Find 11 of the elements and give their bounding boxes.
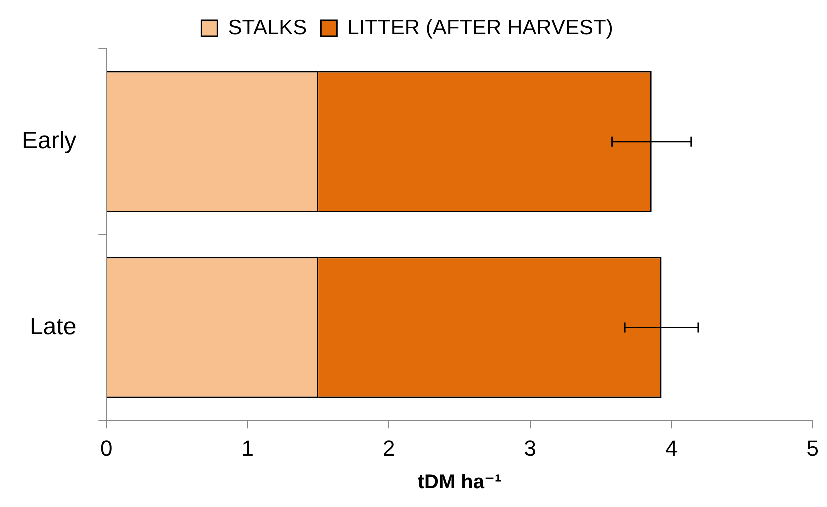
x-tick-label: 0 — [100, 436, 113, 461]
x-tick-label: 5 — [806, 436, 820, 461]
x-tick-label: 3 — [524, 436, 537, 461]
x-tick-label: 1 — [242, 436, 254, 461]
x-tick-label: 4 — [666, 436, 678, 461]
legend-label: LITTER (AFTER HARVEST) — [348, 16, 614, 40]
y-tick-label: Late — [30, 313, 77, 340]
x-tick-label: 2 — [383, 436, 396, 461]
x-axis-title: tDM ha⁻¹ — [418, 472, 502, 494]
legend-label: STALKS — [228, 16, 308, 40]
y-tick-label: Early — [22, 128, 77, 155]
